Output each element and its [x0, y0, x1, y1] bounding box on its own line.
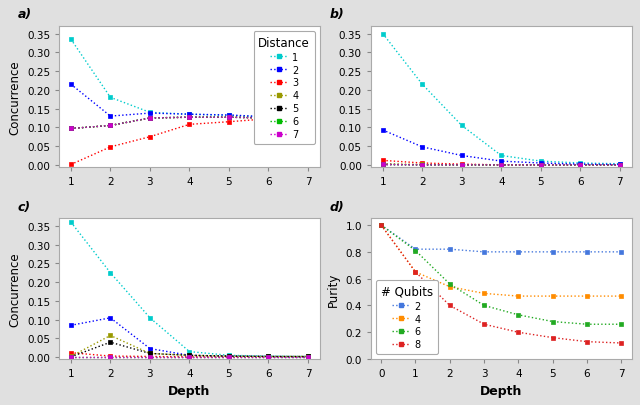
Legend: 2, 4, 6, 8: 2, 4, 6, 8 [376, 280, 438, 354]
Text: c): c) [17, 200, 31, 213]
Text: b): b) [329, 9, 344, 21]
X-axis label: Depth: Depth [168, 384, 211, 396]
Y-axis label: Concurrence: Concurrence [8, 252, 21, 326]
Legend: 1, 2, 3, 4, 5, 6, 7: 1, 2, 3, 4, 5, 6, 7 [253, 32, 315, 145]
Text: a): a) [17, 9, 31, 21]
X-axis label: Depth: Depth [480, 384, 522, 396]
Text: d): d) [329, 200, 344, 213]
Y-axis label: Purity: Purity [327, 272, 340, 306]
Y-axis label: Concurrence: Concurrence [8, 60, 21, 134]
